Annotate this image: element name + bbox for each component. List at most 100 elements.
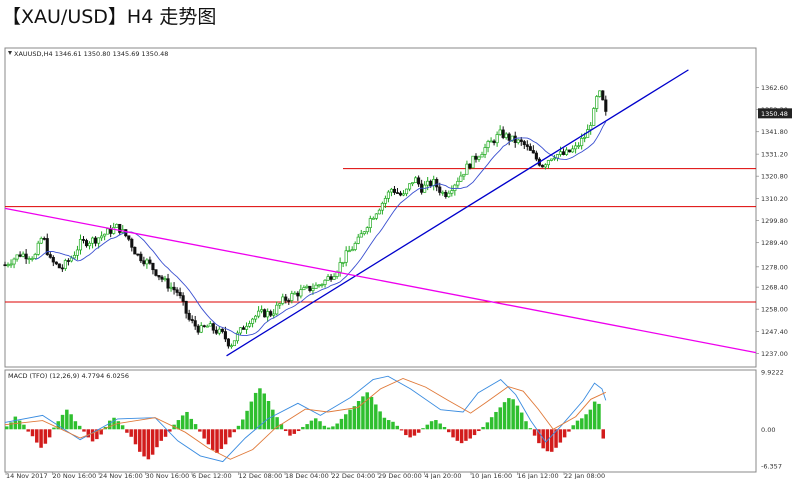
candle-body xyxy=(368,218,372,228)
macd-histogram-bar xyxy=(421,428,425,430)
macd-histogram-bar xyxy=(507,398,511,430)
macd-histogram-bar xyxy=(326,427,331,430)
candle-body xyxy=(447,192,451,197)
candle-body xyxy=(263,309,267,318)
candle-body xyxy=(604,99,608,112)
macd-histogram-bar xyxy=(592,401,597,430)
macd-histogram-bar xyxy=(335,423,339,430)
candle-body xyxy=(450,190,454,194)
candle-body xyxy=(326,276,330,281)
macd-histogram-bar xyxy=(116,421,121,430)
macd-histogram-bar xyxy=(442,426,447,430)
candle-body xyxy=(205,325,209,328)
candle-body xyxy=(148,259,152,264)
candle-body xyxy=(362,231,366,235)
macd-histogram-bar xyxy=(35,429,39,443)
macd-histogram-bar xyxy=(262,393,266,430)
x-tick-label: 20 Nov 16:00 xyxy=(53,472,97,479)
candle-body xyxy=(232,340,237,347)
candle-body xyxy=(595,96,599,109)
macd-histogram-bar xyxy=(112,417,116,430)
candle-body xyxy=(353,243,357,250)
y-tick-label: 1289.40 xyxy=(761,239,788,247)
macd-histogram-bar xyxy=(378,411,382,430)
candle-body xyxy=(190,319,194,321)
candle-body xyxy=(127,235,131,240)
macd-histogram-bar xyxy=(597,403,601,430)
macd-histogram-bar xyxy=(404,429,408,436)
candle-body xyxy=(561,151,566,155)
x-tick-label: 22 Dec 04:00 xyxy=(332,472,376,479)
candle-body xyxy=(583,137,587,139)
candle-body xyxy=(365,227,369,233)
candle-body xyxy=(552,157,557,160)
macd-histogram-bar xyxy=(9,422,13,430)
candle-body xyxy=(15,254,19,260)
macd-histogram-bar xyxy=(22,424,26,430)
candle-body xyxy=(12,258,16,265)
macd-histogram-bar xyxy=(571,425,575,430)
candle-body xyxy=(429,180,433,187)
macd-histogram-bar xyxy=(258,388,262,430)
macd-histogram-bar xyxy=(52,427,56,430)
candle-body xyxy=(217,328,221,334)
macd-histogram-bar xyxy=(588,409,593,430)
macd-histogram-bar xyxy=(562,429,567,438)
candle-body xyxy=(36,242,40,255)
macd-label: MACD (TFO) (12,26,9) 4.7794 6.0256 xyxy=(8,372,129,380)
macd-y-tick-label: 0.00 xyxy=(761,426,775,434)
candle-body xyxy=(21,253,25,257)
x-tick-label: 16 Jan 12:00 xyxy=(518,472,559,479)
macd-histogram-bar xyxy=(47,429,52,438)
macd-histogram-bar xyxy=(584,414,588,430)
x-tick-label: 12 Dec 08:00 xyxy=(239,472,283,479)
macd-histogram-bar xyxy=(86,429,91,438)
candle-body xyxy=(33,254,37,259)
macd-histogram-bar xyxy=(249,401,254,430)
x-tick-label: 29 Dec 00:00 xyxy=(378,472,422,479)
macd-histogram-bar xyxy=(283,429,288,432)
candle-body xyxy=(380,202,384,211)
macd-histogram-bar xyxy=(524,421,528,430)
macd-histogram-bar xyxy=(253,392,258,430)
macd-histogram-bar xyxy=(271,409,275,430)
candle-body xyxy=(546,160,550,166)
candle-body xyxy=(371,217,375,220)
macd-histogram-bar xyxy=(416,429,421,433)
macd-histogram-bar xyxy=(339,418,344,430)
candle-body xyxy=(235,332,240,342)
y-tick-label: 1299.80 xyxy=(761,217,788,225)
candle-body xyxy=(220,328,224,332)
y-tick-label: 1247.40 xyxy=(761,328,788,336)
candle-body xyxy=(589,125,593,130)
macd-histogram-bar xyxy=(305,424,309,430)
candle-body xyxy=(565,149,569,155)
macd-histogram-bar xyxy=(451,429,455,438)
macd-histogram-bar xyxy=(228,429,232,438)
candle-body xyxy=(462,173,466,177)
macd-histogram-bar xyxy=(528,428,533,430)
macd-histogram-bar xyxy=(69,414,73,430)
candle-body xyxy=(251,318,255,324)
macd-histogram-bar xyxy=(459,429,464,444)
candle-body xyxy=(214,329,218,334)
candle-body xyxy=(471,155,475,169)
macd-histogram-bar xyxy=(275,417,279,430)
macd-histogram-bar xyxy=(236,425,241,430)
candle-body xyxy=(592,108,596,126)
candle-body xyxy=(3,264,7,267)
candle-body xyxy=(414,177,418,183)
macd-histogram-bar xyxy=(288,429,292,436)
macd-histogram-bar xyxy=(206,429,211,445)
macd-histogram-bar xyxy=(567,429,571,432)
candle-body xyxy=(87,242,92,247)
macd-histogram-bar xyxy=(412,429,417,436)
candle-body xyxy=(531,150,535,154)
last-price-box xyxy=(758,108,792,119)
candle-body xyxy=(142,260,146,265)
candle-body xyxy=(175,289,179,293)
y-tick-label: 1310.20 xyxy=(761,195,788,203)
candle-body xyxy=(555,154,560,159)
candle-body xyxy=(97,237,101,244)
macd-histogram-bar xyxy=(369,396,374,430)
